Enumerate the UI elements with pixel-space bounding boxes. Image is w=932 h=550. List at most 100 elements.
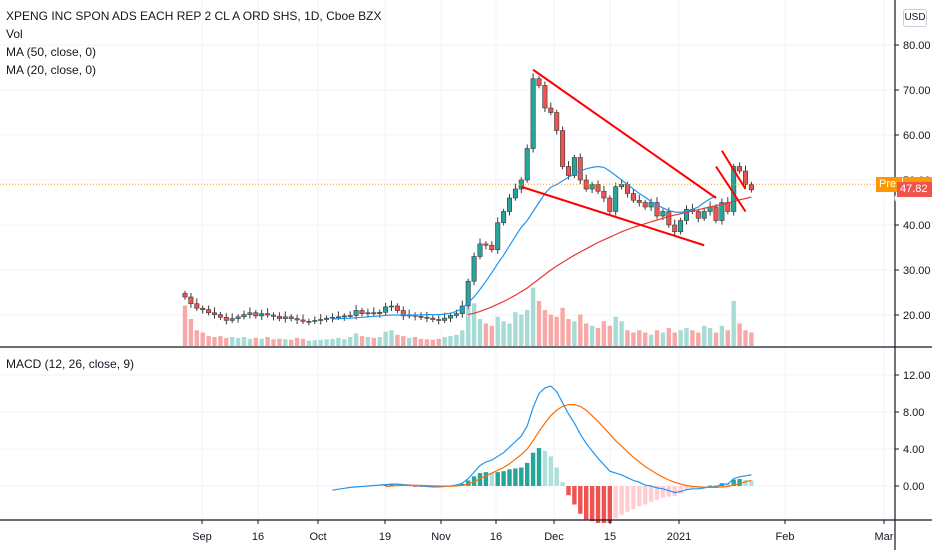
volume-bar bbox=[407, 337, 412, 346]
candle-down bbox=[300, 319, 306, 322]
candle-down bbox=[636, 199, 642, 203]
candle-up bbox=[501, 211, 507, 224]
volume-bar bbox=[336, 337, 341, 346]
candle-down bbox=[436, 319, 442, 321]
volume-bar bbox=[601, 321, 607, 346]
volume-bar bbox=[312, 340, 317, 346]
candle-down bbox=[217, 314, 223, 318]
volume-bar bbox=[271, 339, 276, 346]
macd-histogram-bar bbox=[501, 471, 506, 486]
candle-down bbox=[206, 309, 212, 314]
candle-down bbox=[695, 211, 701, 219]
candle-down bbox=[642, 202, 648, 208]
volume-bar bbox=[507, 323, 512, 346]
volume-bar bbox=[401, 336, 406, 346]
volume-bar bbox=[696, 332, 701, 346]
macd-histogram-bar bbox=[690, 486, 695, 489]
volume-bar bbox=[719, 325, 725, 346]
candle-down bbox=[276, 316, 282, 319]
volume-bar bbox=[283, 339, 288, 346]
volume-bar bbox=[737, 323, 742, 346]
volume-bar bbox=[572, 321, 577, 346]
time-tick-label: 16 bbox=[490, 531, 502, 543]
candle-down bbox=[548, 107, 554, 113]
vol-legend[interactable]: Vol bbox=[6, 27, 23, 41]
candle-up bbox=[229, 318, 235, 321]
volume-bar bbox=[548, 314, 553, 346]
volume-bar bbox=[607, 325, 612, 346]
candle-up bbox=[383, 306, 389, 313]
volume-bar bbox=[454, 334, 459, 346]
macd-histogram-bar bbox=[525, 462, 530, 486]
macd-histogram-bar bbox=[749, 480, 754, 486]
macd-histogram-bar bbox=[466, 480, 471, 486]
macd-histogram-bar bbox=[684, 486, 689, 491]
volume-bar bbox=[513, 312, 518, 346]
macd-histogram-bar bbox=[589, 486, 595, 522]
volume-bar bbox=[371, 337, 376, 346]
currency-button[interactable]: USD bbox=[903, 9, 927, 27]
volume-bar bbox=[277, 338, 282, 346]
candle-up bbox=[388, 305, 394, 308]
volume-bar bbox=[595, 328, 601, 346]
ma20-legend[interactable]: MA (20, close, 0) bbox=[6, 63, 97, 77]
volume-bar bbox=[619, 321, 624, 346]
volume-bar bbox=[749, 332, 754, 346]
macd-histogram-bar bbox=[554, 467, 559, 486]
time-tick-label: Feb bbox=[776, 531, 795, 543]
ma50-legend[interactable]: MA (50, close, 0) bbox=[6, 45, 97, 59]
price-tick-label: 30.00 bbox=[903, 265, 931, 277]
volume-bar bbox=[365, 337, 371, 346]
candle-up bbox=[477, 243, 483, 257]
candles[interactable] bbox=[182, 73, 754, 326]
candle-down bbox=[483, 243, 489, 246]
macd-histogram-bar bbox=[477, 473, 483, 486]
time-tick-label: 2021 bbox=[667, 531, 691, 543]
candle-up bbox=[589, 184, 595, 190]
volume-bar bbox=[430, 339, 435, 346]
symbol-title[interactable]: XPENG INC SPON ADS EACH REP 2 CL A ORD S… bbox=[6, 9, 382, 23]
volume-bar bbox=[342, 339, 347, 346]
volume-bar bbox=[300, 338, 306, 346]
volume-bar bbox=[247, 338, 253, 346]
price-tick-label: 80.00 bbox=[903, 40, 931, 52]
candle-down bbox=[560, 130, 566, 167]
macd-histogram-bar bbox=[572, 486, 577, 505]
macd-histogram-bar bbox=[389, 484, 394, 486]
volume-bar bbox=[625, 330, 630, 346]
volume-bar bbox=[460, 330, 465, 346]
macd-histogram-bar bbox=[548, 456, 553, 486]
candle-down bbox=[672, 224, 678, 233]
candle-down bbox=[294, 318, 300, 321]
volume-bar bbox=[643, 332, 648, 346]
volume-bar bbox=[294, 337, 300, 346]
volume-bar bbox=[259, 338, 264, 346]
candle-down bbox=[542, 85, 548, 109]
trendline bbox=[520, 185, 705, 247]
candle-up bbox=[324, 317, 330, 320]
macd-histogram-bar bbox=[560, 482, 565, 486]
volume-bar bbox=[713, 332, 719, 346]
candle-up bbox=[683, 208, 689, 221]
time-tick-label: Nov bbox=[431, 531, 451, 543]
volume-bar bbox=[436, 338, 441, 346]
candle-down bbox=[748, 184, 754, 191]
macd-tick-label: 8.00 bbox=[903, 407, 924, 419]
macd-tick-label: 12.00 bbox=[903, 370, 931, 382]
macd-histogram-bar bbox=[625, 486, 630, 512]
candle-down bbox=[583, 179, 589, 190]
volume-bar bbox=[666, 328, 671, 346]
candle-up bbox=[353, 310, 359, 316]
macd-legend[interactable]: MACD (12, 26, close, 9) bbox=[6, 357, 135, 371]
candle-down bbox=[424, 316, 430, 319]
macd-line bbox=[332, 385, 752, 494]
volume-bar bbox=[613, 316, 618, 346]
macd-histogram-bar bbox=[737, 479, 742, 486]
volume-bar bbox=[489, 325, 494, 346]
macd-histogram-bar bbox=[601, 486, 607, 523]
volume-bar bbox=[212, 337, 217, 346]
volume-bar bbox=[519, 314, 524, 346]
candle-down bbox=[601, 190, 607, 199]
trendlines[interactable] bbox=[520, 68, 747, 247]
